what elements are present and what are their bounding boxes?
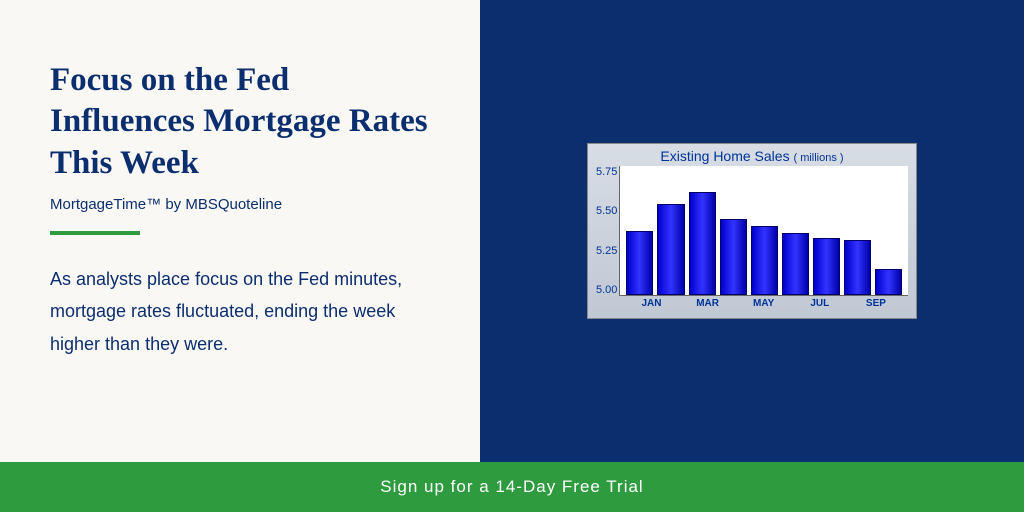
y-tick: 5.00 — [596, 284, 617, 296]
bar — [720, 219, 747, 295]
chart-unit: ( millions ) — [793, 152, 843, 164]
chart-title-text: Existing Home Sales — [660, 148, 789, 164]
x-tick: MAY — [736, 298, 792, 314]
bar — [844, 240, 871, 295]
x-tick: JAN — [623, 298, 679, 314]
bar — [657, 204, 684, 295]
chart-title: Existing Home Sales ( millions ) — [596, 148, 908, 164]
bar — [782, 233, 809, 295]
x-axis: JANMARMAYJULSEP — [619, 298, 908, 314]
right-panel: Existing Home Sales ( millions ) 5.75 5.5… — [480, 0, 1024, 462]
y-axis: 5.75 5.50 5.25 5.00 — [596, 166, 619, 296]
y-tick: 5.75 — [596, 166, 617, 178]
bar — [813, 238, 840, 295]
bars-region — [619, 166, 908, 296]
chart-box: Existing Home Sales ( millions ) 5.75 5.5… — [587, 143, 917, 319]
bar — [689, 192, 716, 295]
bar — [875, 269, 902, 295]
subtitle: MortgageTime™ by MBSQuoteline — [50, 196, 440, 213]
chart-inner: 5.75 5.50 5.25 5.00 JANMARMAYJULSEP — [596, 166, 908, 314]
x-tick: JUL — [792, 298, 848, 314]
headline: Focus on the Fed Influences Mortgage Rat… — [50, 60, 440, 184]
body-text: As analysts place focus on the Fed minut… — [50, 263, 440, 360]
cta-label: Sign up for a 14-Day Free Trial — [380, 477, 643, 497]
divider — [50, 231, 140, 235]
bar — [751, 226, 778, 295]
x-tick: SEP — [848, 298, 904, 314]
y-tick: 5.50 — [596, 205, 617, 217]
left-panel: Focus on the Fed Influences Mortgage Rat… — [0, 0, 480, 462]
cta-bar[interactable]: Sign up for a 14-Day Free Trial — [0, 462, 1024, 512]
x-tick: MAR — [680, 298, 736, 314]
bar — [626, 231, 653, 295]
plot-area: JANMARMAYJULSEP — [619, 166, 908, 314]
y-tick: 5.25 — [596, 245, 617, 257]
